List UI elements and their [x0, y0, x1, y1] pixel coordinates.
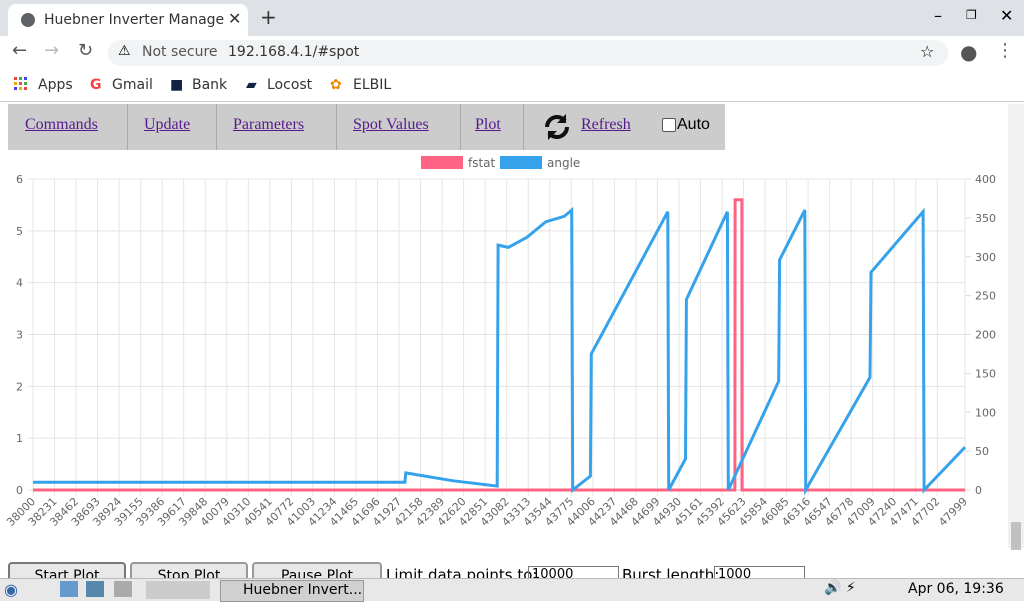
x-tick-label: 47999	[936, 495, 970, 529]
y2-tick-label: 150	[975, 367, 996, 380]
elbil-icon: ✿	[330, 77, 342, 93]
bookmark[interactable]: Locost	[267, 77, 313, 93]
nav-link[interactable]: Commands	[25, 116, 98, 133]
scrollbar	[1008, 104, 1024, 550]
nav-link[interactable]: Parameters	[233, 116, 305, 133]
chart: 0123456050100150200250300350400380003823…	[4, 156, 996, 529]
scroll-thumb[interactable]	[1011, 522, 1021, 550]
bank-icon: ■	[170, 77, 184, 93]
forward[interactable]: →	[44, 40, 60, 61]
task-window[interactable]: Huebner Invert...	[220, 580, 364, 602]
y2-tick-label: 0	[975, 484, 982, 497]
launcher[interactable]	[60, 581, 78, 597]
new-tab[interactable]: +	[260, 5, 277, 29]
separator	[127, 104, 128, 150]
bookmark[interactable]: Gmail	[112, 77, 153, 93]
tab-bar: Huebner Inverter Manage ✕ + – ❐ ✕	[0, 0, 1024, 36]
y-tick-label: 1	[16, 432, 23, 445]
tab[interactable]: Huebner Inverter Manage ✕	[8, 4, 248, 36]
y2-tick-label: 350	[975, 212, 996, 225]
address-bar[interactable]: ⚠ Not secure 192.168.4.1/#spot ☆	[108, 40, 948, 66]
taskbar: ◉ Huebner Invert... 🔊 ⚡ Apr 06, 19:36	[0, 578, 1024, 602]
launcher[interactable]	[86, 581, 104, 597]
nav-link[interactable]: Spot Values	[353, 116, 429, 133]
auto-label: Auto	[677, 116, 710, 133]
y-tick-label: 2	[16, 380, 23, 393]
line-series	[33, 206, 967, 496]
separator	[336, 104, 337, 150]
y2-tick-label: 300	[975, 251, 996, 264]
launcher[interactable]	[146, 581, 210, 599]
start-button[interactable]: ◉	[4, 580, 18, 599]
apps-icon	[14, 70, 28, 100]
y2-tick-label: 50	[975, 445, 989, 458]
legend-swatch	[500, 156, 542, 169]
profile[interactable]: ●	[960, 40, 978, 64]
y2-tick-label: 200	[975, 329, 996, 342]
legend-label: fstat	[468, 156, 496, 170]
reload[interactable]: ↻	[78, 40, 94, 61]
favicon	[21, 13, 35, 27]
tab-close[interactable]: ✕	[228, 9, 242, 28]
line-series	[33, 198, 965, 492]
minimize[interactable]: –	[934, 6, 942, 25]
locost-icon: ▰	[246, 77, 257, 93]
separator	[460, 104, 461, 150]
nav-link[interactable]: Update	[144, 116, 191, 133]
tab-title: Huebner Inverter Manage	[44, 12, 225, 28]
security: Not secure	[142, 44, 218, 60]
nav-link[interactable]: Plot	[475, 116, 501, 133]
close-window[interactable]: ✕	[1000, 6, 1014, 25]
divider	[0, 101, 1024, 102]
separator	[216, 104, 217, 150]
restore[interactable]: ❐	[966, 8, 977, 22]
legend-swatch	[421, 156, 463, 169]
bookmark[interactable]: Bank	[192, 77, 228, 93]
bookmark[interactable]: ELBIL	[353, 77, 392, 93]
gmail-icon: G	[90, 77, 102, 93]
task-window-title: Huebner Invert...	[243, 582, 363, 598]
y2-tick-label: 400	[975, 173, 996, 186]
y2-tick-label: 250	[975, 290, 996, 303]
nav-bar: Commands Update Parameters Spot Values P…	[8, 104, 725, 150]
warning-icon: ⚠	[118, 43, 131, 59]
clock: Apr 06, 19:36	[908, 581, 1004, 597]
legend-label: angle	[547, 156, 580, 170]
y-tick-label: 6	[16, 173, 23, 186]
back[interactable]: ←	[12, 40, 28, 61]
y2-tick-label: 100	[975, 406, 996, 419]
star[interactable]: ☆	[920, 42, 935, 61]
y-tick-label: 0	[16, 484, 23, 497]
y-tick-label: 3	[16, 329, 23, 342]
tray-icons: 🔊 ⚡	[824, 580, 856, 596]
bookmark[interactable]: Apps	[38, 77, 73, 93]
nav-link[interactable]: Refresh	[581, 116, 631, 133]
menu[interactable]: ⋮	[996, 40, 1014, 61]
auto-checkbox[interactable]	[662, 118, 676, 132]
y-tick-label: 5	[16, 225, 23, 238]
y-tick-label: 4	[16, 277, 23, 290]
refresh-icon	[545, 114, 569, 140]
launcher[interactable]	[114, 581, 132, 597]
url: 192.168.4.1/#spot	[228, 44, 360, 60]
separator	[523, 104, 524, 150]
